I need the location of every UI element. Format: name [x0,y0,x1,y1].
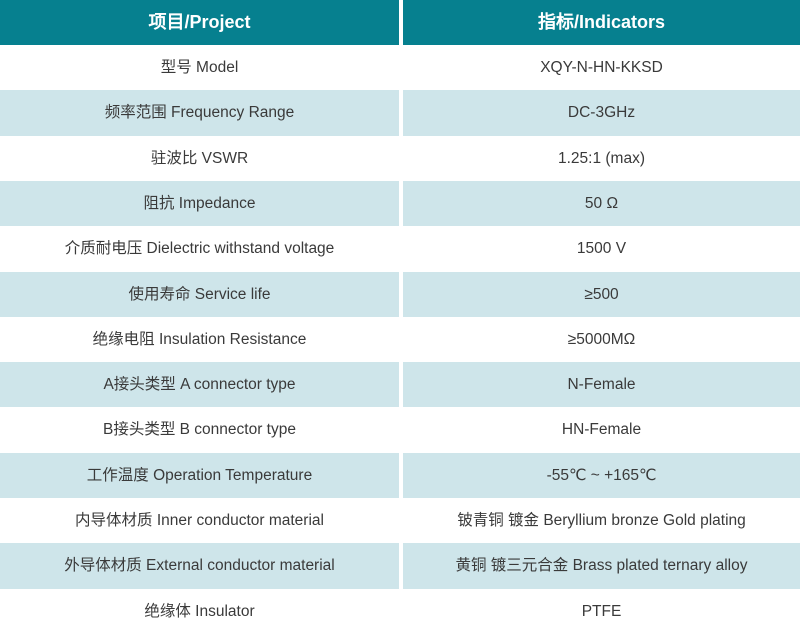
cell-project: 介质耐电压 Dielectric withstand voltage [0,226,399,272]
cell-indicator: HN-Female [403,407,800,453]
cell-indicator: ≥5000MΩ [403,316,800,363]
cell-project: 绝缘电阻 Insulation Resistance [0,316,399,363]
table-row: 外导体材质 External conductor material 黄铜 镀三元合… [0,543,800,589]
cell-project: 阻抗 Impedance [0,180,399,227]
cell-indicator: -55℃ ~ +165℃ [403,452,800,499]
cell-project: B接头类型 B connector type [0,407,399,453]
cell-project: A接头类型 A connector type [0,362,399,408]
table-row: 型号 Model XQY-N-HN-KKSD [0,45,800,91]
cell-project: 频率范围 Frequency Range [0,90,399,136]
cell-project: 使用寿命 Service life [0,271,399,317]
cell-indicator: 1500 V [403,226,800,272]
cell-indicator: 1.25:1 (max) [403,135,800,181]
cell-project: 工作温度 Operation Temperature [0,452,399,499]
table-row: 工作温度 Operation Temperature -55℃ ~ +165℃ [0,452,800,499]
cell-indicator: ≥500 [403,271,800,317]
table-row: 绝缘电阻 Insulation Resistance ≥5000MΩ [0,316,800,363]
header-cell-project: 项目/Project [0,0,399,45]
cell-project: 绝缘体 Insulator [0,588,399,634]
cell-indicator: DC-3GHz [403,90,800,136]
table-row: A接头类型 A connector type N-Female [0,362,800,408]
header-cell-indicators: 指标/Indicators [403,0,800,45]
table-header-row: 项目/Project 指标/Indicators [0,0,800,45]
cell-project: 驻波比 VSWR [0,135,399,181]
table-row: 阻抗 Impedance 50 Ω [0,180,800,227]
cell-indicator: 黄铜 镀三元合金 Brass plated ternary alloy [403,543,800,589]
cell-indicator: PTFE [403,588,800,634]
cell-project: 外导体材质 External conductor material [0,543,399,589]
table-row: 使用寿命 Service life ≥500 [0,271,800,317]
table-row: 驻波比 VSWR 1.25:1 (max) [0,135,800,181]
cell-indicator: 50 Ω [403,180,800,227]
cell-indicator: N-Female [403,362,800,408]
table-row: 介质耐电压 Dielectric withstand voltage 1500 V [0,226,800,272]
cell-project: 型号 Model [0,45,399,91]
table-row: 频率范围 Frequency Range DC-3GHz [0,90,800,136]
cell-indicator: 铍青铜 镀金 Beryllium bronze Gold plating [403,498,800,544]
table-row: B接头类型 B connector type HN-Female [0,407,800,453]
table-row: 绝缘体 Insulator PTFE [0,588,800,634]
cell-project: 内导体材质 Inner conductor material [0,498,399,544]
cell-indicator: XQY-N-HN-KKSD [403,45,800,91]
table-row: 内导体材质 Inner conductor material 铍青铜 镀金 Ber… [0,498,800,544]
